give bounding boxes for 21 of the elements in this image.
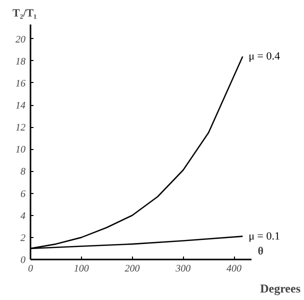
y-tick-label: 8 xyxy=(20,166,26,178)
series-label: μ = 0.4 xyxy=(248,50,281,62)
x-axis-title: θ xyxy=(258,246,264,258)
y-tick-label: 14 xyxy=(16,100,26,112)
series-label: μ = 0.1 xyxy=(248,230,280,242)
y-tick-label: 0 xyxy=(20,255,26,266)
x-tick-label: 300 xyxy=(174,264,191,274)
y-tick-label: 12 xyxy=(16,122,26,134)
y-tick-label: 10 xyxy=(16,144,26,156)
y-tick-label: 20 xyxy=(16,34,26,46)
y-tick-label: 4 xyxy=(20,210,26,222)
y-tick-label: 6 xyxy=(20,188,26,200)
y-tick-label: 18 xyxy=(16,56,26,68)
y-tick-label: 2 xyxy=(20,232,26,244)
text: Degrees xyxy=(260,282,301,296)
x-tick-label: 400 xyxy=(226,264,242,274)
x-tick-label: 0 xyxy=(28,264,33,274)
y-axis-title: T₂/T₁ xyxy=(12,8,37,20)
y-tick-label: 16 xyxy=(16,78,26,90)
x-tick-label: 200 xyxy=(124,264,140,274)
x-tick-label: 100 xyxy=(74,264,89,274)
